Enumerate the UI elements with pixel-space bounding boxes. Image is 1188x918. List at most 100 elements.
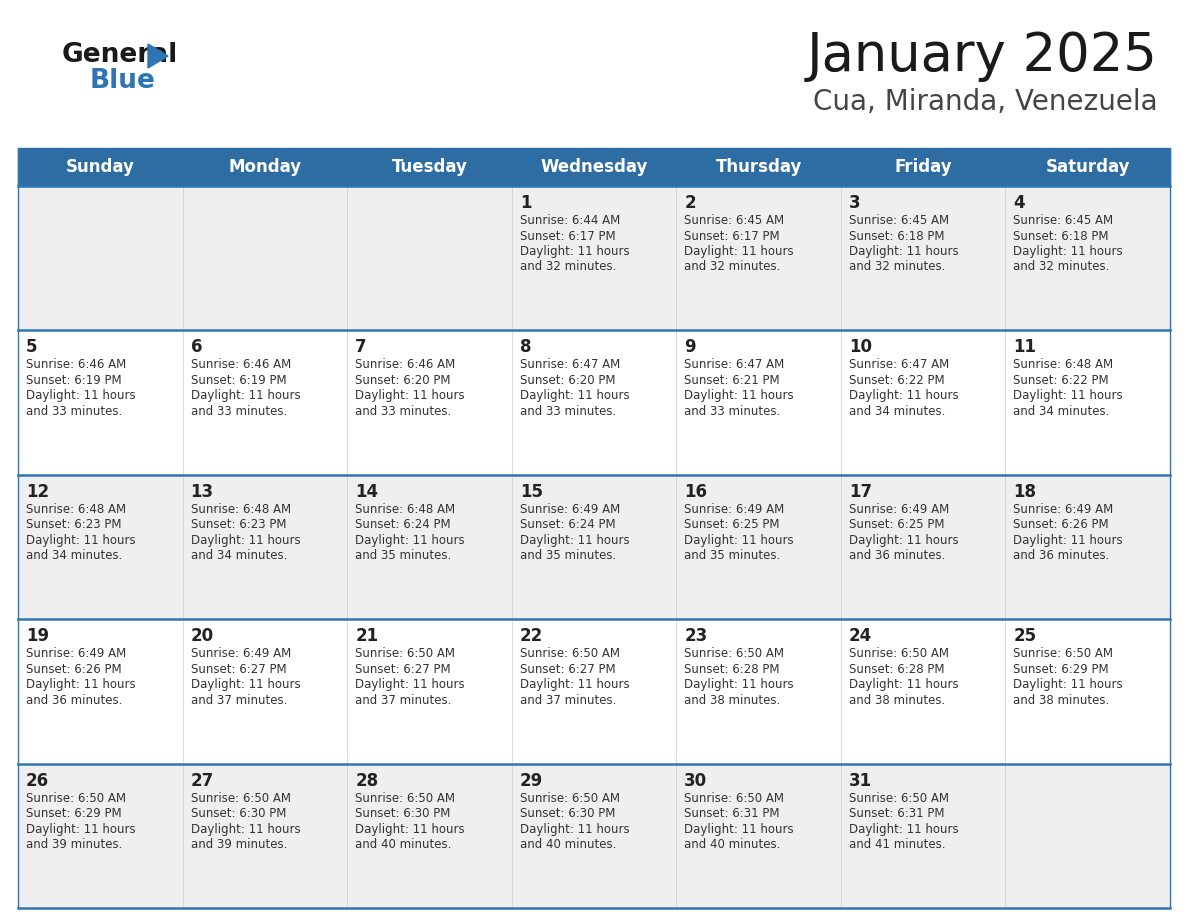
Text: and 40 minutes.: and 40 minutes. <box>355 838 451 851</box>
Text: Monday: Monday <box>228 158 302 176</box>
Text: Sunrise: 6:48 AM: Sunrise: 6:48 AM <box>355 503 455 516</box>
Text: 3: 3 <box>849 194 860 212</box>
Text: Sunset: 6:29 PM: Sunset: 6:29 PM <box>1013 663 1110 676</box>
Text: 7: 7 <box>355 339 367 356</box>
Text: Sunset: 6:26 PM: Sunset: 6:26 PM <box>26 663 121 676</box>
Text: 6: 6 <box>190 339 202 356</box>
Text: 22: 22 <box>519 627 543 645</box>
Text: Daylight: 11 hours: Daylight: 11 hours <box>26 533 135 547</box>
Text: Sunrise: 6:47 AM: Sunrise: 6:47 AM <box>519 358 620 372</box>
Text: and 35 minutes.: and 35 minutes. <box>684 549 781 563</box>
Bar <box>512 148 676 186</box>
Text: 25: 25 <box>1013 627 1037 645</box>
Text: Daylight: 11 hours: Daylight: 11 hours <box>519 389 630 402</box>
Text: Sunset: 6:28 PM: Sunset: 6:28 PM <box>849 663 944 676</box>
Text: Daylight: 11 hours: Daylight: 11 hours <box>519 533 630 547</box>
Text: and 33 minutes.: and 33 minutes. <box>519 405 615 418</box>
Text: 5: 5 <box>26 339 38 356</box>
Text: 12: 12 <box>26 483 49 501</box>
Text: Wednesday: Wednesday <box>541 158 647 176</box>
Text: Daylight: 11 hours: Daylight: 11 hours <box>684 389 794 402</box>
Text: Tuesday: Tuesday <box>392 158 467 176</box>
Text: 28: 28 <box>355 772 378 789</box>
Text: 30: 30 <box>684 772 707 789</box>
Text: Sunrise: 6:49 AM: Sunrise: 6:49 AM <box>1013 503 1113 516</box>
Text: Daylight: 11 hours: Daylight: 11 hours <box>849 245 959 258</box>
Text: 11: 11 <box>1013 339 1036 356</box>
Text: and 40 minutes.: and 40 minutes. <box>519 838 617 851</box>
Text: Sunrise: 6:50 AM: Sunrise: 6:50 AM <box>684 647 784 660</box>
Text: Sunrise: 6:49 AM: Sunrise: 6:49 AM <box>684 503 784 516</box>
Text: Sunrise: 6:46 AM: Sunrise: 6:46 AM <box>26 358 126 372</box>
Text: and 33 minutes.: and 33 minutes. <box>355 405 451 418</box>
Text: 31: 31 <box>849 772 872 789</box>
Text: Daylight: 11 hours: Daylight: 11 hours <box>355 533 465 547</box>
Text: Sunrise: 6:50 AM: Sunrise: 6:50 AM <box>519 791 620 804</box>
Text: Sunrise: 6:50 AM: Sunrise: 6:50 AM <box>849 647 949 660</box>
Text: Sunrise: 6:49 AM: Sunrise: 6:49 AM <box>190 647 291 660</box>
Text: Thursday: Thursday <box>715 158 802 176</box>
Text: Sunrise: 6:49 AM: Sunrise: 6:49 AM <box>519 503 620 516</box>
Text: and 35 minutes.: and 35 minutes. <box>355 549 451 563</box>
Text: Sunrise: 6:50 AM: Sunrise: 6:50 AM <box>190 791 291 804</box>
Text: and 39 minutes.: and 39 minutes. <box>26 838 122 851</box>
Text: Sunset: 6:27 PM: Sunset: 6:27 PM <box>519 663 615 676</box>
Text: Sunrise: 6:49 AM: Sunrise: 6:49 AM <box>26 647 126 660</box>
Text: Friday: Friday <box>895 158 952 176</box>
Text: Sunrise: 6:46 AM: Sunrise: 6:46 AM <box>190 358 291 372</box>
Text: and 33 minutes.: and 33 minutes. <box>26 405 122 418</box>
Text: Sunset: 6:19 PM: Sunset: 6:19 PM <box>190 374 286 386</box>
Text: 24: 24 <box>849 627 872 645</box>
Text: 10: 10 <box>849 339 872 356</box>
Text: Sunset: 6:25 PM: Sunset: 6:25 PM <box>684 519 779 532</box>
Text: Sunset: 6:23 PM: Sunset: 6:23 PM <box>190 519 286 532</box>
Text: 4: 4 <box>1013 194 1025 212</box>
Text: Sunset: 6:31 PM: Sunset: 6:31 PM <box>684 807 779 820</box>
Text: Sunset: 6:30 PM: Sunset: 6:30 PM <box>519 807 615 820</box>
Text: Sunset: 6:18 PM: Sunset: 6:18 PM <box>849 230 944 242</box>
Text: Daylight: 11 hours: Daylight: 11 hours <box>1013 678 1123 691</box>
Text: Sunrise: 6:45 AM: Sunrise: 6:45 AM <box>849 214 949 227</box>
Text: and 38 minutes.: and 38 minutes. <box>849 694 946 707</box>
Text: Sunset: 6:22 PM: Sunset: 6:22 PM <box>849 374 944 386</box>
Text: and 41 minutes.: and 41 minutes. <box>849 838 946 851</box>
Text: Sunset: 6:22 PM: Sunset: 6:22 PM <box>1013 374 1110 386</box>
Text: and 33 minutes.: and 33 minutes. <box>190 405 286 418</box>
Text: Daylight: 11 hours: Daylight: 11 hours <box>849 823 959 835</box>
Text: Sunset: 6:20 PM: Sunset: 6:20 PM <box>519 374 615 386</box>
Text: January 2025: January 2025 <box>807 30 1158 82</box>
Text: Daylight: 11 hours: Daylight: 11 hours <box>849 389 959 402</box>
Text: 15: 15 <box>519 483 543 501</box>
Bar <box>18 186 1170 330</box>
Text: Daylight: 11 hours: Daylight: 11 hours <box>26 678 135 691</box>
Text: Sunset: 6:31 PM: Sunset: 6:31 PM <box>849 807 944 820</box>
Bar <box>347 148 512 186</box>
Text: Sunset: 6:27 PM: Sunset: 6:27 PM <box>190 663 286 676</box>
Text: 21: 21 <box>355 627 378 645</box>
Text: Daylight: 11 hours: Daylight: 11 hours <box>684 823 794 835</box>
Text: Sunset: 6:20 PM: Sunset: 6:20 PM <box>355 374 450 386</box>
Text: Sunset: 6:24 PM: Sunset: 6:24 PM <box>519 519 615 532</box>
Text: Sunrise: 6:48 AM: Sunrise: 6:48 AM <box>26 503 126 516</box>
Text: 14: 14 <box>355 483 378 501</box>
Text: Sunday: Sunday <box>65 158 134 176</box>
Bar <box>841 148 1005 186</box>
Text: 23: 23 <box>684 627 708 645</box>
Text: and 34 minutes.: and 34 minutes. <box>849 405 946 418</box>
Text: Cua, Miranda, Venezuela: Cua, Miranda, Venezuela <box>814 88 1158 116</box>
Bar <box>676 148 841 186</box>
Text: Sunset: 6:21 PM: Sunset: 6:21 PM <box>684 374 779 386</box>
Text: Daylight: 11 hours: Daylight: 11 hours <box>1013 533 1123 547</box>
Text: 26: 26 <box>26 772 49 789</box>
Text: Sunset: 6:28 PM: Sunset: 6:28 PM <box>684 663 779 676</box>
Text: Sunset: 6:30 PM: Sunset: 6:30 PM <box>355 807 450 820</box>
Text: Sunrise: 6:45 AM: Sunrise: 6:45 AM <box>1013 214 1113 227</box>
Bar <box>18 764 1170 908</box>
Text: and 34 minutes.: and 34 minutes. <box>26 549 122 563</box>
Text: Sunrise: 6:48 AM: Sunrise: 6:48 AM <box>1013 358 1113 372</box>
Polygon shape <box>148 44 168 68</box>
Text: Daylight: 11 hours: Daylight: 11 hours <box>684 245 794 258</box>
Text: and 34 minutes.: and 34 minutes. <box>1013 405 1110 418</box>
Text: Sunrise: 6:45 AM: Sunrise: 6:45 AM <box>684 214 784 227</box>
Text: Sunset: 6:23 PM: Sunset: 6:23 PM <box>26 519 121 532</box>
